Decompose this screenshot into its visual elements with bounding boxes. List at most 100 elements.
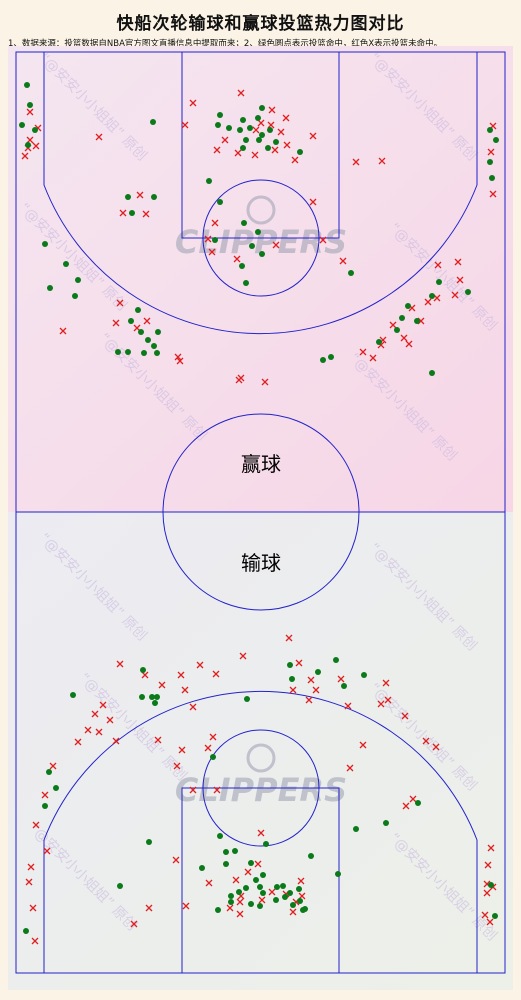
missed-shot-marker [26, 108, 34, 116]
made-shot-marker [273, 897, 279, 903]
missed-shot-marker [41, 791, 49, 799]
missed-shot-marker [402, 802, 410, 810]
missed-shot-marker [74, 738, 82, 746]
made-shot-marker [128, 318, 134, 324]
missed-shot-marker [213, 786, 221, 794]
made-shot-marker [117, 883, 123, 889]
made-shot-marker [138, 329, 144, 335]
missed-shot-marker [389, 321, 397, 329]
made-shot-marker [487, 159, 493, 165]
court-lines [15, 51, 506, 974]
label-win: 赢球 [241, 452, 281, 476]
court-background-bottom [8, 512, 513, 990]
missed-shot-marker [400, 334, 408, 342]
missed-shot-marker [106, 716, 114, 724]
missed-shot-marker [424, 298, 432, 306]
made-shot-marker [135, 307, 141, 313]
missed-shot-marker [319, 236, 327, 244]
made-shot-marker [27, 102, 33, 108]
missed-shot-marker [359, 348, 367, 356]
made-shot-marker [308, 853, 314, 859]
made-shot-marker [149, 694, 155, 700]
missed-shot-marker [277, 128, 285, 136]
label-loss: 输球 [241, 551, 281, 575]
missed-shot-marker [235, 376, 243, 384]
made-shot-marker [217, 833, 223, 839]
missed-shot-marker [309, 198, 317, 206]
made-shot-marker [259, 251, 265, 257]
made-shot-marker [348, 270, 354, 276]
missed-shot-marker [213, 146, 221, 154]
made-shot-marker [210, 754, 216, 760]
paint-bottom [181, 787, 340, 974]
made-shot-marker [282, 894, 288, 900]
made-shot-marker [247, 125, 253, 131]
made-shot-marker [436, 279, 442, 285]
made-shot-marker [129, 210, 135, 216]
made-shot-marker [151, 343, 157, 349]
made-shot-marker [240, 145, 246, 151]
made-shot-marker [255, 229, 261, 235]
missed-shot-marker [454, 258, 462, 266]
free-throw-circle-top [202, 179, 320, 297]
missed-shot-marker [154, 736, 162, 744]
data-source-note: 1、数据来源：投篮数据自NBA官方图文直播信息中提取而来；2、绿色圆点表示投篮命… [8, 39, 443, 49]
missed-shot-marker [261, 378, 269, 386]
missed-shot-marker [189, 786, 197, 794]
center-circle [162, 413, 360, 611]
missed-shot-marker [158, 681, 166, 689]
missed-shot-marker [236, 898, 244, 906]
missed-shot-marker [116, 299, 124, 307]
missed-shot-marker [142, 210, 150, 218]
made-shot-marker [150, 119, 156, 125]
made-shot-marker [297, 898, 303, 904]
made-shot-marker [115, 349, 121, 355]
made-shot-marker [215, 122, 221, 128]
missed-shot-marker [378, 157, 386, 165]
missed-shot-marker [27, 863, 35, 871]
made-shot-marker [240, 117, 246, 123]
made-shot-marker [376, 339, 382, 345]
made-shot-marker [255, 115, 261, 121]
made-shot-marker [70, 692, 76, 698]
missed-shot-marker [456, 276, 464, 284]
made-shot-marker [72, 293, 78, 299]
missed-shot-marker [486, 918, 494, 926]
shot-markers [19, 82, 499, 945]
made-shot-marker [257, 884, 263, 890]
three-point-line-bottom [43, 690, 478, 973]
missed-shot-marker [91, 710, 99, 718]
made-shot-marker [146, 839, 152, 845]
missed-shot-marker [95, 728, 103, 736]
made-shot-marker [320, 357, 326, 363]
made-shot-marker [429, 370, 435, 376]
missed-shot-marker [237, 89, 245, 97]
missed-shot-marker [409, 795, 417, 803]
missed-shot-marker [21, 152, 29, 160]
made-shot-marker [19, 122, 25, 128]
missed-shot-marker [352, 158, 360, 166]
missed-shot-marker [369, 354, 377, 362]
missed-shot-marker [309, 132, 317, 140]
missed-shot-marker [267, 121, 275, 129]
made-shot-marker [241, 220, 247, 226]
missed-shot-marker [487, 844, 495, 852]
made-shot-marker [287, 890, 293, 896]
made-shot-marker [228, 899, 234, 905]
made-shot-marker [267, 127, 273, 133]
missed-shot-marker [401, 712, 409, 720]
missed-shot-marker [209, 733, 217, 741]
missed-shot-marker [95, 133, 103, 141]
missed-shot-marker [291, 156, 299, 164]
made-shot-marker [32, 127, 38, 133]
missed-shot-marker [143, 317, 151, 325]
made-shot-marker [287, 662, 293, 668]
missed-shot-marker [405, 340, 413, 348]
missed-shot-marker [236, 910, 244, 918]
made-shot-marker [155, 329, 161, 335]
made-shot-marker [260, 872, 266, 878]
missed-shot-marker [211, 219, 219, 227]
missed-shot-marker [232, 876, 240, 884]
made-shot-marker [273, 139, 279, 145]
missed-shot-marker [205, 879, 213, 887]
